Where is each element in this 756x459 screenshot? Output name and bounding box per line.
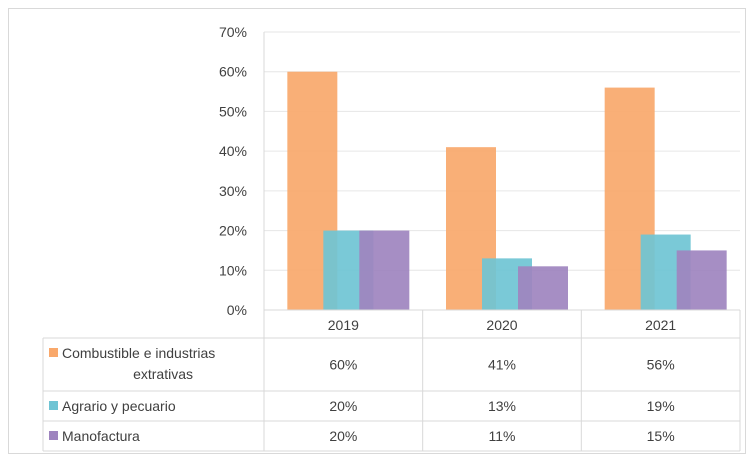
category-label: 2019: [328, 317, 359, 333]
data-label: 15%: [647, 428, 675, 444]
category-label: 2020: [486, 317, 517, 333]
y-tick-label: 20%: [219, 223, 247, 239]
data-label: 13%: [488, 398, 516, 414]
category-label: 2021: [645, 317, 676, 333]
data-label: 41%: [488, 357, 516, 373]
legend-key: [49, 348, 58, 357]
y-axis-ticks: 0% 10% 20% 30% 40% 50% 60% 70%: [219, 24, 247, 318]
data-label: 20%: [329, 398, 357, 414]
bar: [359, 230, 410, 310]
data-label: 19%: [647, 398, 675, 414]
y-tick-label: 60%: [219, 64, 247, 80]
y-tick-label: 10%: [219, 262, 247, 278]
data-label: 20%: [329, 428, 357, 444]
bar: [676, 250, 727, 310]
data-label: 60%: [329, 357, 357, 373]
data-table: 2019 2020 2021 Combustible e industrias extr…: [42, 32, 741, 452]
y-tick-label: 40%: [219, 143, 247, 159]
legend-key: [49, 401, 58, 410]
series-name: Agrario y pecuario: [62, 398, 176, 414]
legend-key: [49, 431, 58, 440]
series-name: Combustible e industrias: [62, 345, 215, 361]
data-label: 56%: [647, 357, 675, 373]
y-tick-label: 30%: [219, 183, 247, 199]
y-tick-label: 50%: [219, 103, 247, 119]
series-name: Manofactura: [62, 428, 140, 444]
data-label: 11%: [489, 428, 516, 444]
bar: [518, 266, 568, 310]
y-tick-label: 70%: [219, 24, 247, 40]
bars: [287, 71, 727, 310]
y-tick-label: 0%: [227, 302, 247, 318]
series-name: extrativas: [133, 366, 193, 382]
